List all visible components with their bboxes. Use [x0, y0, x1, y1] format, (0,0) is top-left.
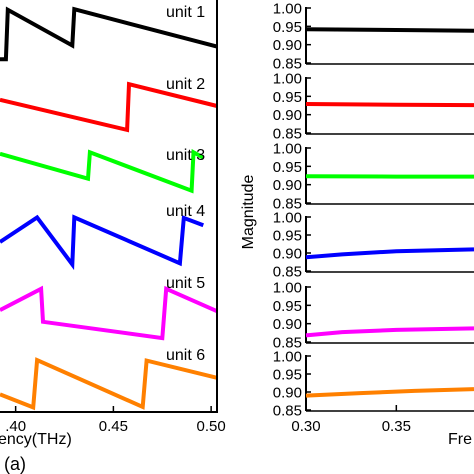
- magnitude-y-tick-label: 0.85: [273, 196, 302, 213]
- left-x-tick-label: .40: [5, 418, 26, 435]
- magnitude-y-axis-title: Magnitude: [240, 175, 257, 250]
- magnitude-curve-unit-2: [305, 102, 474, 108]
- phase-curve-unit-2: [0, 81, 218, 133]
- magnitude-curve-unit-6: [305, 387, 474, 398]
- magnitude-y-tick-label: 1.00: [273, 349, 302, 366]
- magnitude-y-tick-label: 1.00: [273, 280, 302, 297]
- magnitude-y-tick-label: 0.95: [273, 89, 302, 106]
- unit-label-4: unit 4: [166, 203, 205, 220]
- magnitude-curve-unit-1: [305, 27, 474, 33]
- magnitude-y-tick-label: 1.00: [273, 1, 302, 18]
- magnitude-y-tick-label: 0.95: [273, 367, 302, 384]
- figure-panel-label: (a): [4, 454, 26, 474]
- magnitude-y-tick-label: 0.85: [273, 403, 302, 420]
- magnitude-y-tick-label: 0.85: [273, 126, 302, 143]
- unit-label-3: unit 3: [166, 147, 205, 164]
- magnitude-y-tick-label: 0.95: [273, 298, 302, 315]
- left-phase-panel: unit 1 unit 2 unit 3 unit 4 unit 5 unit 6 .40 0…: [0, 0, 226, 448]
- unit-label-6: unit 6: [166, 347, 205, 364]
- magnitude-y-tick-label: 0.90: [273, 37, 302, 54]
- unit-label-5: unit 5: [166, 275, 205, 292]
- phase-curve-unit-5: [0, 285, 218, 341]
- magnitude-y-tick-label: 0.85: [273, 56, 302, 73]
- left-x-tick-label: 0.45: [99, 418, 128, 435]
- magnitude-y-tick-label: 0.90: [273, 385, 302, 402]
- phase-curve-unit-3: [0, 149, 205, 194]
- magnitude-y-tick-label: 0.90: [273, 316, 302, 333]
- unit-label-1: unit 1: [166, 4, 205, 21]
- magnitude-y-tick-label: 0.90: [273, 107, 302, 124]
- magnitude-y-tick-label: 0.85: [273, 335, 302, 352]
- right-magnitude-panel: 1.000.950.900.851.000.950.900.851.000.95…: [240, 1, 474, 448]
- magnitude-y-tick-label: 0.90: [273, 246, 302, 263]
- magnitude-x-tick-label: 0.30: [291, 418, 320, 435]
- left-x-tick-label: 0.50: [197, 418, 226, 435]
- magnitude-y-tick-label: 0.95: [273, 159, 302, 176]
- magnitude-y-tick-label: 0.95: [273, 228, 302, 245]
- left-x-axis-title: ency(THz): [0, 431, 72, 448]
- magnitude-y-tick-label: 0.85: [273, 264, 302, 281]
- magnitude-curve-unit-4: [305, 247, 474, 260]
- magnitude-y-tick-label: 1.00: [273, 71, 302, 88]
- magnitude-y-tick-label: 0.90: [273, 177, 302, 194]
- phase-curve-unit-1: [0, 6, 218, 62]
- phase-curve-unit-4: [0, 214, 205, 271]
- magnitude-y-tick-label: 1.00: [273, 210, 302, 227]
- phase-curve-unit-6: [0, 357, 218, 411]
- magnitude-y-tick-label: 0.95: [273, 19, 302, 36]
- magnitude-curve-unit-5: [305, 326, 474, 338]
- magnitude-x-axis-title: Fre: [448, 431, 472, 448]
- magnitude-y-tick-label: 1.00: [273, 141, 302, 158]
- unit-label-2: unit 2: [166, 76, 205, 93]
- magnitude-x-tick-label: 0.35: [382, 418, 411, 435]
